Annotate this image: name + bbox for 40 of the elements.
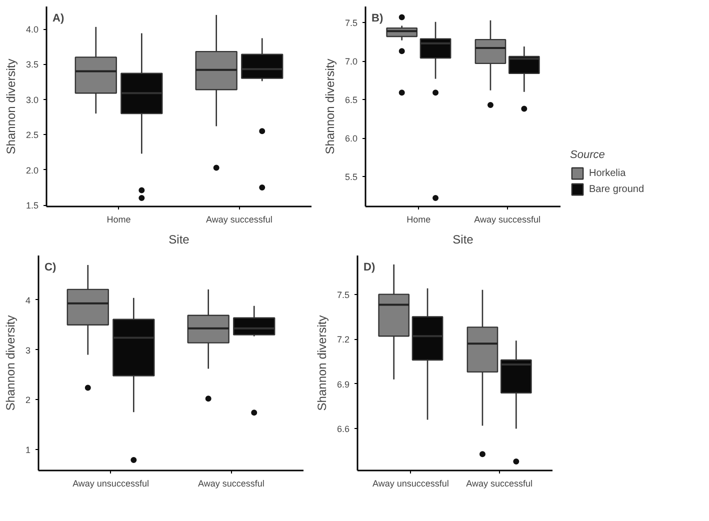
y-tick-label: 7.5 [336, 290, 350, 300]
legend-title: Source [570, 149, 606, 161]
text: B) [372, 12, 384, 24]
y-tick-label: 1 [25, 445, 31, 456]
y-tick-label: 6.6 [336, 424, 350, 434]
y-axis-title: Shannon diversity [3, 315, 18, 411]
x-tick-label: Home [406, 214, 431, 224]
y-tick-label: 1.5 [26, 200, 39, 211]
x-tick-label: Away unsuccessful [372, 478, 449, 488]
legend-label: Horkelia [589, 168, 626, 178]
x-tick-label: Away successful [198, 478, 264, 488]
x-axis-title: Site [168, 232, 190, 246]
y-tick-label: 2.0 [26, 165, 39, 176]
y-tick-label: 7.2 [336, 334, 350, 345]
y-tick-label: 6.5 [344, 95, 358, 106]
y-tick-label: 4.0 [26, 24, 39, 35]
y-axis-title: Shannon diversity [314, 315, 329, 411]
y-tick-label: 4 [25, 295, 31, 306]
y-tick-label: 2 [25, 395, 31, 406]
x-tick-label: Home [106, 214, 131, 224]
text: C) [44, 262, 56, 274]
y-tick-label: 7.0 [344, 56, 358, 67]
y-axis-title: Shannon diversity [4, 58, 18, 154]
text: A) [52, 12, 64, 24]
x-tick-label: Away successful [474, 214, 541, 224]
y-tick-label: 3.0 [26, 94, 39, 105]
x-axis-title: Site [452, 232, 474, 246]
x-tick-label: Away successful [466, 478, 533, 488]
y-tick-label: 7.5 [344, 18, 358, 28]
legend-label: Bare ground [589, 184, 644, 194]
y-tick-label: 5.5 [344, 172, 358, 182]
y-tick-label: 2.5 [26, 130, 39, 140]
y-tick-label: 3.5 [26, 60, 39, 70]
x-tick-label: Away unsuccessful [72, 478, 149, 488]
x-tick-label: Away successful [206, 214, 272, 224]
y-axis-title: Shannon diversity [322, 58, 337, 154]
y-tick-label: 6.0 [344, 134, 358, 144]
y-tick-label: 3 [25, 345, 31, 356]
text: D) [364, 262, 376, 274]
y-tick-label: 6.9 [336, 379, 350, 390]
